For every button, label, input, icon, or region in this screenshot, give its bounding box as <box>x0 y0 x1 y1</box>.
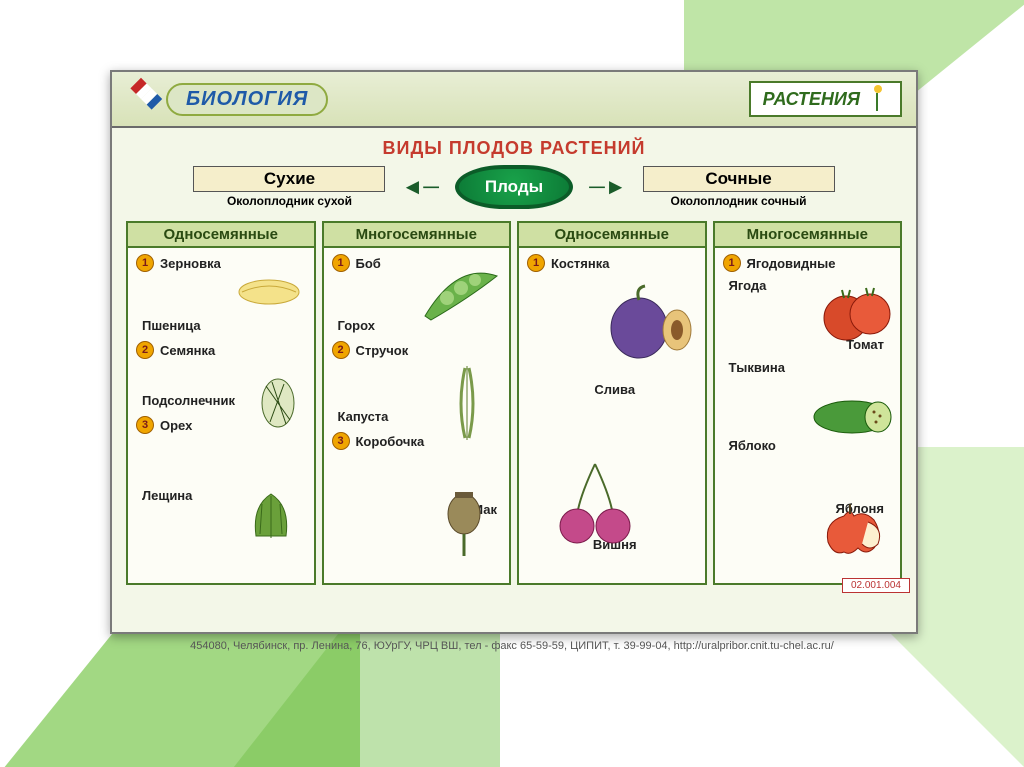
branch-sublabel: Околоплодник сухой <box>227 194 352 208</box>
branch-juicy: Сочные Околоплодник сочный <box>643 166 835 208</box>
fruit-name: Орех <box>160 418 192 433</box>
plum-icon <box>605 282 695 362</box>
column-header: Односемянные <box>128 223 314 248</box>
bullet-num: 2 <box>332 341 350 359</box>
column-body: 1Костянка Слива Вишня <box>519 248 705 583</box>
poster-card: БИОЛОГИЯ РАСТЕНИЯ ВИДЫ ПЛОДОВ РАСТЕНИЙ С… <box>110 70 918 634</box>
fruit-type: 1 Ягодовидные <box>723 254 893 272</box>
column-header: Многосемянные <box>715 223 901 248</box>
cherry-icon <box>555 458 635 548</box>
columns: Односемянные 1Зерновка Пшеница 2Семянка … <box>126 221 902 585</box>
fruit-type: 1 Зерновка <box>136 254 306 272</box>
topic-label: РАСТЕНИЯ <box>763 89 860 110</box>
poppy-capsule-icon <box>441 488 487 558</box>
credits-line: 454080, Челябинск, пр. Ленина, 76, ЮУрГУ… <box>110 640 914 652</box>
slide: БИОЛОГИЯ РАСТЕНИЯ ВИДЫ ПЛОДОВ РАСТЕНИЙ С… <box>0 0 1024 767</box>
fruit-name: Коробочка <box>356 434 425 449</box>
fruit-name: Тыквина <box>729 360 893 375</box>
sunflower-seed-icon <box>256 376 300 430</box>
branch-label: Сухие <box>193 166 385 192</box>
branch-sublabel: Околоплодник сочный <box>670 194 806 208</box>
column-dry-multi: Многосемянные 1Боб Горох 2Стручок Капуст… <box>322 221 512 585</box>
poster-header: БИОЛОГИЯ РАСТЕНИЯ <box>112 72 916 128</box>
fruit-name: Костянка <box>551 256 609 271</box>
fruit-name: Яблоко <box>729 438 893 453</box>
column-body: 1Зерновка Пшеница 2Семянка Подсолнечник … <box>128 248 314 583</box>
chart-title: ВИДЫ ПЛОДОВ РАСТЕНИЙ <box>126 138 902 159</box>
column-body: 1Ягодовидные Ягода Томат Тыквина Огурец … <box>715 248 901 583</box>
branch-dry: Сухие Околоплодник сухой <box>193 166 385 208</box>
hazelnut-icon <box>246 486 296 546</box>
fruit-type: 2 Семянка <box>136 341 306 359</box>
bullet-num: 1 <box>527 254 545 272</box>
logo-icon <box>120 78 162 120</box>
bullet-num: 1 <box>136 254 154 272</box>
root-node: Плоды <box>455 165 573 209</box>
fruit-name: Стручок <box>356 343 409 358</box>
arrow-right-icon: ─► <box>589 174 626 200</box>
bullet-num: 1 <box>723 254 741 272</box>
bullet-num: 3 <box>136 416 154 434</box>
fruit-name: Боб <box>356 256 381 271</box>
column-juicy-single: Односемянные 1Костянка Слива Вишня <box>517 221 707 585</box>
bullet-num: 2 <box>136 341 154 359</box>
fruit-example: Пшеница <box>142 318 306 333</box>
column-juicy-multi: Многосемянные 1Ягодовидные Ягода Томат Т… <box>713 221 903 585</box>
bullet-num: 1 <box>332 254 350 272</box>
fruit-type: 1 Костянка <box>527 254 697 272</box>
column-header: Односемянные <box>519 223 705 248</box>
silique-icon <box>447 366 487 442</box>
bullet-num: 3 <box>332 432 350 450</box>
pea-pod-icon <box>417 258 503 328</box>
subject-block: БИОЛОГИЯ <box>126 83 328 116</box>
column-dry-single: Односемянные 1Зерновка Пшеница 2Семянка … <box>126 221 316 585</box>
branch-label: Сочные <box>643 166 835 192</box>
subject-label: БИОЛОГИЯ <box>166 83 328 116</box>
topic-badge: РАСТЕНИЯ <box>749 81 902 117</box>
root-row: Сухие Околоплодник сухой ◄─ Плоды ─► Соч… <box>126 165 902 209</box>
tomato-icon <box>816 282 894 342</box>
poster-body: ВИДЫ ПЛОДОВ РАСТЕНИЙ Сухие Околоплодник … <box>112 128 916 597</box>
fruit-name: Семянка <box>160 343 215 358</box>
fruit-example: Слива <box>533 382 697 397</box>
fruit-name: Ягодовидные <box>747 256 836 271</box>
arrow-left-icon: ◄─ <box>401 174 438 200</box>
footer-code: 02.001.004 <box>842 578 910 593</box>
apple-icon <box>820 498 890 558</box>
column-body: 1Боб Горох 2Стручок Капуста 3Коробочка М… <box>324 248 510 583</box>
sunflower-icon <box>866 85 888 113</box>
fruit-type: 2 Стручок <box>332 341 502 359</box>
cucumber-icon <box>810 394 894 440</box>
column-header: Многосемянные <box>324 223 510 248</box>
wheat-grain-icon <box>234 272 304 312</box>
fruit-name: Зерновка <box>160 256 221 271</box>
